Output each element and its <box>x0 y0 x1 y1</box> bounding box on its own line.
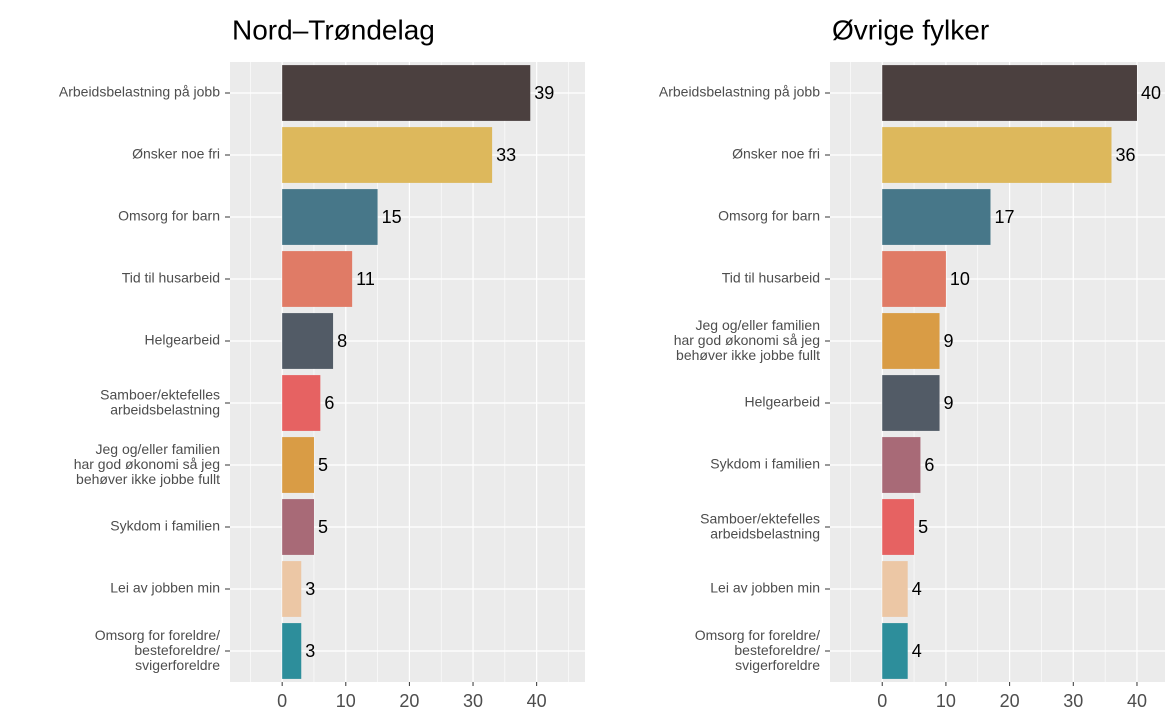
y-tick-label: Ønsker noe fri <box>132 146 220 162</box>
bar <box>882 499 915 555</box>
y-tick-label: Omsorg for barn <box>118 208 220 224</box>
bar <box>882 65 1137 121</box>
y-tick-label: Ønsker noe fri <box>732 146 820 162</box>
y-tick-label: Arbeidsbelastning på jobb <box>59 84 220 100</box>
value-label: 36 <box>1116 145 1136 165</box>
value-label: 5 <box>318 517 328 537</box>
value-label: 10 <box>950 269 970 289</box>
value-label: 15 <box>382 207 402 227</box>
bar <box>282 127 493 183</box>
y-tick-label: Lei av jobben min <box>110 580 220 596</box>
bar <box>882 437 921 493</box>
value-label: 11 <box>356 269 375 289</box>
y-tick-label: Omsorg for foreldre/besteforeldre/sviger… <box>695 627 820 673</box>
bar <box>882 313 940 369</box>
bar <box>282 499 314 555</box>
bar <box>282 375 321 431</box>
bar <box>282 313 334 369</box>
value-label: 4 <box>912 641 922 661</box>
y-tick-label: Jeg og/eller familien har god økonomi så … <box>74 441 220 487</box>
bar <box>882 375 940 431</box>
y-tick-label: Samboer/ektefelles arbeidsbelastning <box>700 510 820 541</box>
x-tick-label: 0 <box>277 691 287 711</box>
value-label: 6 <box>324 393 334 413</box>
value-label: 33 <box>496 145 516 165</box>
y-tick-label: Tid til husarbeid <box>722 270 820 286</box>
bar <box>282 561 302 617</box>
value-label: 4 <box>912 579 922 599</box>
y-tick-label: Tid til husarbeid <box>122 270 220 286</box>
y-tick-label: Samboer/ektefelles arbeidsbelastning <box>100 386 220 417</box>
bar <box>882 251 946 307</box>
y-tick-label: Omsorg for foreldre/besteforeldre/sviger… <box>95 627 220 673</box>
value-label: 40 <box>1141 83 1161 103</box>
value-label: 5 <box>918 517 928 537</box>
bar <box>882 189 991 245</box>
bar <box>282 623 302 679</box>
y-tick-label: Sykdom i familien <box>110 518 220 534</box>
value-label: 5 <box>318 455 328 475</box>
chart-title: Nord–Trøndelag <box>232 14 435 45</box>
bar <box>282 65 531 121</box>
y-tick-label: Helgearbeid <box>145 332 221 348</box>
y-tick-label: Helgearbeid <box>745 394 821 410</box>
y-tick-label: Lei av jobben min <box>710 580 820 596</box>
chart-title: Øvrige fylker <box>832 14 989 45</box>
value-label: 3 <box>305 641 315 661</box>
bar <box>882 623 908 679</box>
x-tick-label: 30 <box>1063 691 1083 711</box>
x-tick-label: 40 <box>1127 691 1147 711</box>
bar <box>882 127 1112 183</box>
bar <box>282 251 353 307</box>
y-tick-label: Omsorg for barn <box>718 208 820 224</box>
x-tick-label: 10 <box>936 691 956 711</box>
value-label: 3 <box>305 579 315 599</box>
y-tick-label: Sykdom i familien <box>710 456 820 472</box>
y-tick-label: Arbeidsbelastning på jobb <box>659 84 820 100</box>
value-label: 17 <box>994 207 1014 227</box>
y-tick-label: Jeg og/eller familien har god økonomi så … <box>674 317 820 363</box>
value-label: 9 <box>944 393 954 413</box>
x-tick-label: 20 <box>399 691 419 711</box>
x-tick-label: 10 <box>336 691 356 711</box>
value-label: 39 <box>534 83 554 103</box>
value-label: 9 <box>944 331 954 351</box>
x-tick-label: 30 <box>463 691 483 711</box>
bar <box>282 189 378 245</box>
bar <box>882 561 908 617</box>
x-tick-label: 0 <box>877 691 887 711</box>
value-label: 8 <box>337 331 347 351</box>
value-label: 6 <box>924 455 934 475</box>
x-tick-label: 40 <box>527 691 547 711</box>
bar <box>282 437 314 493</box>
x-tick-label: 20 <box>1000 691 1020 711</box>
